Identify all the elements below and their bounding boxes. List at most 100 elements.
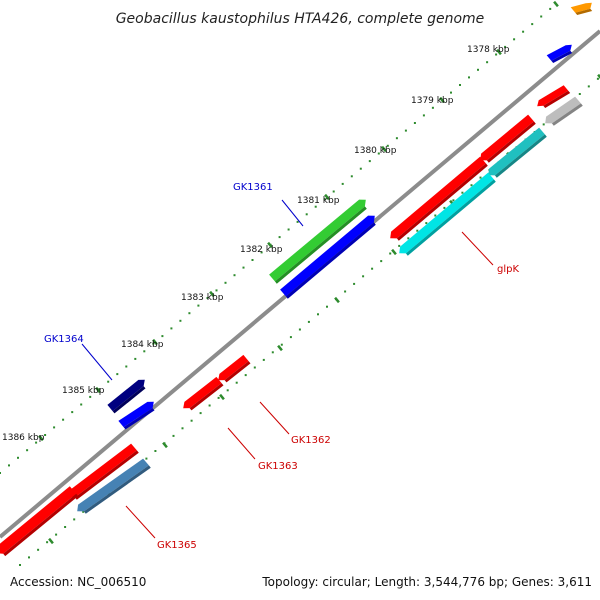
feature-f-blue-small[interactable]	[118, 401, 154, 428]
feature-GK1361-green[interactable]	[269, 199, 366, 282]
guide-dot	[116, 373, 119, 376]
guide-dot	[350, 175, 353, 178]
guide-dot	[82, 510, 85, 513]
feature-glpK[interactable]	[399, 172, 494, 254]
feature-f-red-small-top[interactable]	[537, 85, 569, 107]
guide-dot	[226, 389, 229, 392]
genome-stats-text: Topology: circular; Length: 3,544,776 bp…	[261, 575, 592, 589]
gene-label-glpK[interactable]: glpK	[497, 264, 519, 275]
guide-dot	[278, 236, 281, 239]
guide-dot	[125, 365, 128, 368]
guide-dot	[386, 144, 389, 147]
guide-dot	[362, 275, 365, 278]
guide-dot	[242, 266, 245, 269]
guide-dot	[522, 30, 525, 33]
kbp-tick-mark	[95, 386, 101, 394]
guide-dot	[233, 274, 236, 277]
gene-features	[0, 2, 593, 557]
feature-GK1362[interactable]	[218, 354, 249, 381]
guide-dot	[134, 357, 137, 360]
label-leader-line	[227, 427, 256, 460]
guide-dot	[549, 7, 552, 10]
guide-dot	[107, 380, 110, 383]
guide-dot	[461, 191, 464, 194]
guide-dot	[46, 541, 49, 544]
feature-GK1364[interactable]	[107, 379, 145, 412]
gene-label-GK1364[interactable]: GK1364	[44, 334, 84, 345]
guide-dot	[371, 267, 374, 270]
kbp-tick-label: 1385 kbp	[62, 386, 105, 396]
guide-dot	[298, 328, 301, 331]
guide-dot	[215, 289, 218, 292]
gene-label-GK1361[interactable]: GK1361	[233, 182, 273, 193]
kbp-tick-mark	[38, 434, 44, 442]
guide-dot	[55, 533, 58, 536]
guide-dot	[504, 45, 507, 48]
guide-dot	[359, 167, 362, 170]
label-leader-line	[461, 231, 494, 266]
guide-dot	[17, 456, 19, 459]
feature-f-blue-top[interactable]	[546, 44, 572, 61]
guide-dot	[326, 305, 328, 308]
kbp-tick-label: 1380 kbp	[354, 146, 397, 156]
guide-dot	[161, 335, 164, 338]
feature-shadow	[494, 134, 547, 178]
guide-dot	[271, 351, 274, 354]
feature-f-red-low[interactable]	[68, 443, 137, 498]
guide-dot	[197, 304, 200, 307]
guide-dot	[208, 404, 211, 407]
guide-dot	[380, 260, 383, 263]
kbp-ticks: 1378 kbp 1379 kbp 1380 kbp 1381 kbp 1382 kbp…	[2, 0, 600, 545]
guide-dot	[578, 93, 581, 95]
guide-dot	[179, 319, 182, 322]
kbp-tick-label: 1382 kbp	[240, 245, 283, 255]
guide-dot	[317, 313, 319, 316]
feature-GK1363[interactable]	[183, 376, 222, 409]
kbp-tick-mark	[152, 338, 158, 346]
label-leader-line	[281, 199, 304, 227]
feature-glpK-red[interactable]	[390, 156, 486, 239]
guide-dot	[341, 182, 344, 185]
guide-dot	[0, 472, 1, 474]
feature-f-red-bottom[interactable]	[0, 486, 77, 554]
guide-dot	[217, 396, 220, 399]
guide-dot	[190, 419, 193, 422]
guide-dot	[287, 228, 290, 231]
feature-shadow	[74, 450, 139, 500]
guide-dot	[8, 464, 10, 467]
guide-dot	[280, 343, 283, 346]
feature-f-teal[interactable]	[488, 127, 545, 176]
guide-dot	[407, 237, 410, 240]
gene-label-GK1363[interactable]: GK1363	[258, 461, 298, 472]
map-title: Geobacillus kaustophilus HTA426, complet…	[116, 11, 485, 27]
feature-GK1365[interactable]	[77, 458, 149, 512]
guide-dot	[89, 395, 92, 398]
guide-dot	[80, 403, 83, 406]
feature-f-gray[interactable]	[545, 96, 581, 124]
feature-GK1361[interactable]	[280, 215, 375, 297]
feature-f-orange[interactable]	[570, 2, 592, 13]
guide-dot	[542, 123, 545, 126]
kbp-tick-mark	[439, 96, 445, 104]
guide-dot	[28, 556, 30, 559]
gene-label-GK1365[interactable]: GK1365	[157, 540, 197, 551]
guide-dot	[470, 184, 473, 187]
accession-text: Accession: NC_006510	[10, 575, 146, 589]
guide-dot	[323, 198, 326, 201]
guide-dot	[404, 129, 407, 132]
guide-dot	[73, 518, 76, 521]
kbp-tick-mark	[334, 296, 340, 304]
guide-dot	[44, 434, 47, 436]
guide-dot	[477, 68, 479, 71]
guide-dot	[452, 199, 455, 202]
guide-dot	[422, 114, 425, 117]
gene-label-GK1362[interactable]: GK1362	[291, 435, 331, 446]
guide-dot	[188, 312, 191, 315]
guide-dot	[206, 297, 209, 299]
kbp-tick-mark	[553, 0, 559, 8]
guide-dot	[143, 350, 146, 353]
kbp-tick-mark	[381, 145, 387, 153]
feature-f-red-mid[interactable]	[480, 114, 534, 161]
gene-labels: GK1361 GK1364 glpK GK1362 GK1363 GK1365	[44, 182, 519, 551]
